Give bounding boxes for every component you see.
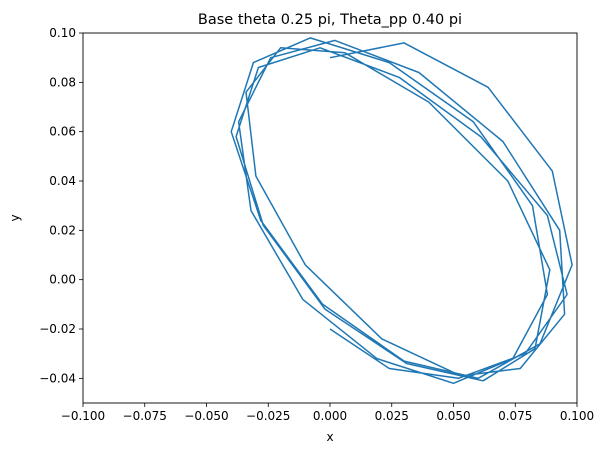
x-tick-label: −0.050 <box>184 409 228 423</box>
y-tick-label: 0.10 <box>49 26 76 40</box>
y-tick-label: −0.04 <box>39 371 76 385</box>
x-tick-label: −0.075 <box>123 409 167 423</box>
x-tick-label: −0.100 <box>61 409 105 423</box>
x-tick-label: 0.075 <box>498 409 532 423</box>
series-line <box>230 37 573 385</box>
y-axis: −0.04 −0.02 0.00 0.02 0.04 0.06 0.08 0.10 <box>39 26 83 385</box>
plot-frame <box>82 32 578 404</box>
series-layer <box>230 37 573 385</box>
x-tick-label: 0.025 <box>375 409 409 423</box>
chart-title: Base theta 0.25 pi, Theta_pp 0.40 pi <box>198 12 462 28</box>
x-tick-label: 0.000 <box>313 409 347 423</box>
x-tick-label: 0.100 <box>560 409 594 423</box>
x-axis: −0.100 −0.075 −0.050 −0.025 0.000 0.025 0.050 0… <box>61 403 594 423</box>
y-tick-label: 0.08 <box>49 75 76 89</box>
x-axis-label: x <box>326 430 333 444</box>
x-tick-label: −0.025 <box>246 409 290 423</box>
y-axis-label: y <box>8 214 22 221</box>
y-tick-label: 0.02 <box>49 223 76 237</box>
x-tick-label: 0.050 <box>436 409 470 423</box>
y-tick-label: 0.06 <box>49 125 76 139</box>
y-tick-label: 0.04 <box>49 174 76 188</box>
y-tick-label: 0.00 <box>49 273 76 287</box>
y-tick-label: −0.02 <box>39 322 76 336</box>
